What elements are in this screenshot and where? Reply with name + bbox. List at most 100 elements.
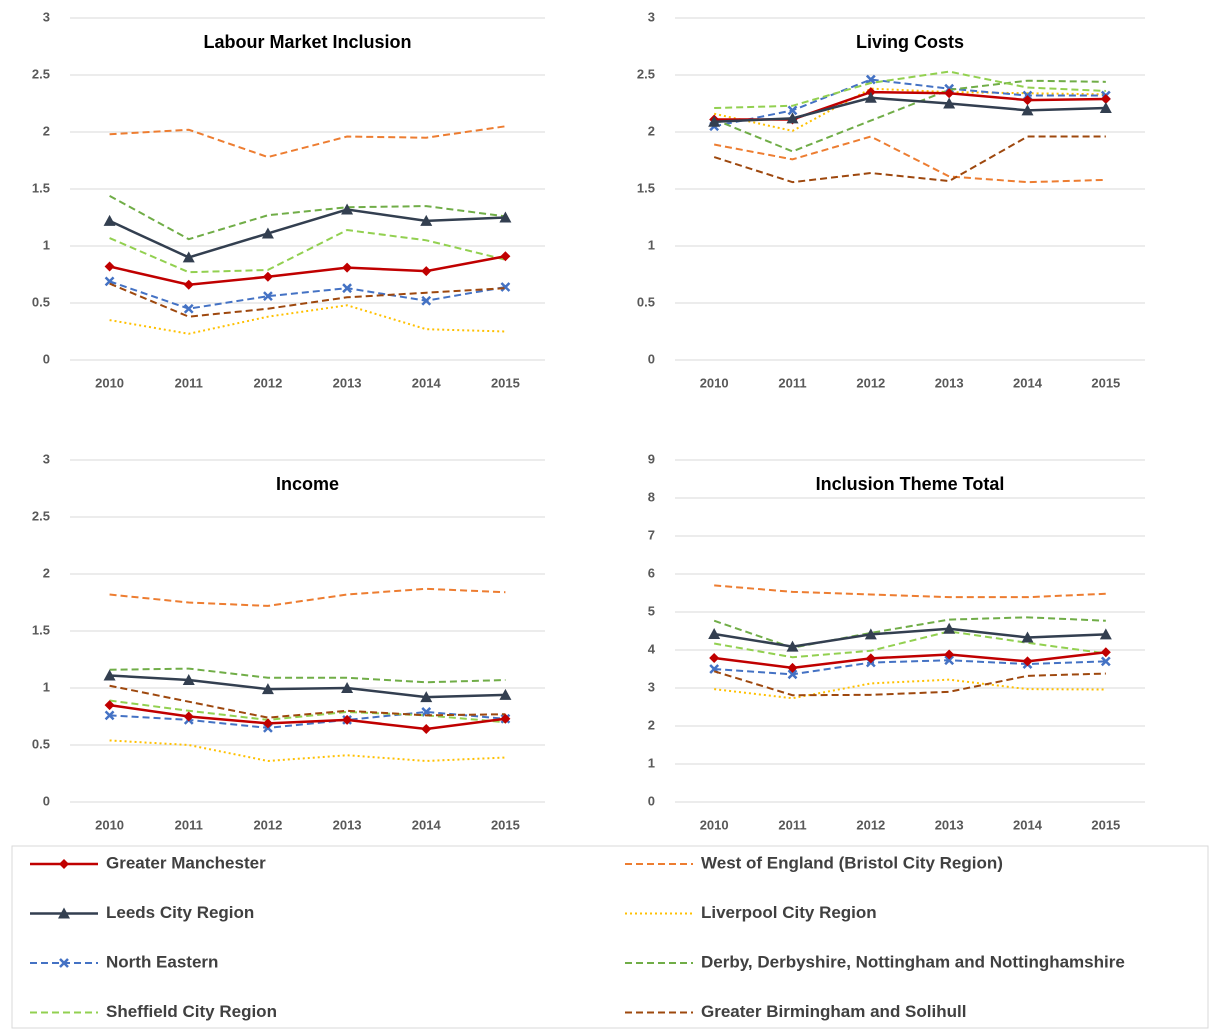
legend-marker	[59, 859, 69, 869]
y-tick-label: 7	[648, 527, 655, 542]
series-line	[109, 587, 506, 607]
marker	[1100, 656, 1111, 667]
marker	[500, 282, 511, 292]
x-tick-label: 2010	[95, 817, 124, 832]
legend-label: Greater Manchester	[106, 853, 266, 872]
y-tick-label: 0.5	[32, 294, 50, 309]
marker	[787, 669, 798, 680]
y-tick-label: 3	[43, 9, 50, 24]
marker	[1022, 95, 1033, 106]
marker	[709, 652, 720, 663]
y-tick-label: 3	[43, 451, 50, 466]
y-tick-label: 0	[648, 351, 655, 366]
chart-title: Inclusion Theme Total	[816, 474, 1005, 494]
marker	[708, 628, 721, 640]
marker	[262, 271, 273, 282]
series-line	[713, 135, 1106, 184]
series-line	[109, 282, 506, 318]
marker	[708, 115, 721, 127]
y-tick-label: 0	[43, 793, 50, 808]
x-tick-label: 2013	[935, 375, 964, 390]
marker	[864, 628, 877, 640]
marker	[342, 714, 353, 725]
series-line	[714, 70, 1106, 110]
y-tick-label: 3	[648, 679, 655, 694]
y-tick-label: 1	[43, 237, 50, 252]
y-tick-label: 1	[648, 237, 655, 252]
legend-label: Leeds City Region	[106, 903, 254, 922]
marker	[864, 91, 877, 103]
marker	[263, 291, 273, 302]
series-line	[109, 208, 506, 259]
series-line	[714, 651, 1106, 670]
x-tick-label: 2013	[333, 817, 362, 832]
y-tick-label: 1.5	[32, 622, 50, 637]
x-tick-label: 2011	[778, 375, 806, 390]
series-line	[109, 125, 506, 159]
marker	[787, 662, 798, 673]
marker	[183, 279, 194, 290]
marker	[183, 711, 194, 722]
y-tick-label: 2	[43, 565, 50, 580]
marker	[499, 211, 512, 223]
marker	[261, 683, 274, 695]
y-tick-label: 2	[43, 123, 50, 138]
y-tick-label: 0	[648, 793, 655, 808]
marker	[1022, 656, 1033, 667]
series-line	[713, 630, 1106, 659]
series-line	[109, 684, 506, 719]
marker	[944, 88, 955, 99]
y-tick-label: 9	[648, 451, 655, 466]
marker	[182, 674, 195, 686]
marker	[262, 718, 273, 729]
marker	[421, 295, 432, 306]
marker	[500, 251, 511, 262]
y-tick-label: 5	[648, 603, 655, 618]
marker	[786, 640, 799, 652]
y-tick-label: 6	[648, 565, 655, 580]
series-line	[713, 616, 1106, 649]
x-tick-label: 2014	[1013, 817, 1043, 832]
marker	[421, 724, 432, 735]
y-tick-label: 0	[43, 351, 50, 366]
x-tick-label: 2010	[700, 375, 729, 390]
y-tick-label: 1.5	[637, 180, 655, 195]
marker	[865, 74, 876, 85]
series-line	[109, 703, 506, 731]
legend-label: Derby, Derbyshire, Nottingham and Nottin…	[701, 952, 1125, 971]
y-tick-label: 2.5	[637, 66, 655, 81]
marker	[420, 691, 433, 703]
marker	[420, 214, 433, 226]
y-tick-label: 3	[648, 9, 655, 24]
series-line	[713, 79, 1106, 153]
y-tick-label: 1.5	[32, 180, 50, 195]
x-tick-label: 2014	[412, 375, 442, 390]
legend-label: Sheffield City Region	[106, 1002, 277, 1021]
legend-label: Greater Birmingham and Solihull	[701, 1002, 966, 1021]
marker	[341, 203, 354, 215]
x-tick-label: 2012	[856, 375, 885, 390]
x-tick-label: 2012	[253, 817, 282, 832]
x-tick-label: 2015	[491, 817, 520, 832]
x-tick-label: 2013	[935, 817, 964, 832]
x-tick-label: 2015	[1091, 375, 1120, 390]
x-tick-label: 2011	[175, 817, 203, 832]
series-line	[713, 78, 1106, 128]
y-tick-label: 1	[43, 679, 50, 694]
series-line	[714, 659, 1106, 676]
y-tick-label: 2.5	[32, 508, 50, 523]
x-tick-label: 2010	[700, 817, 729, 832]
marker	[183, 303, 194, 314]
x-tick-label: 2014	[1013, 375, 1043, 390]
marker	[342, 262, 353, 273]
series-line	[109, 699, 506, 724]
series-line	[109, 229, 506, 274]
chart-title: Labour Market Inclusion	[203, 32, 411, 52]
marker	[421, 266, 432, 277]
y-tick-label: 0.5	[32, 736, 50, 751]
marker	[1100, 93, 1111, 104]
legend-label: Liverpool City Region	[701, 903, 877, 922]
series-line	[109, 674, 506, 699]
marker	[182, 251, 195, 263]
